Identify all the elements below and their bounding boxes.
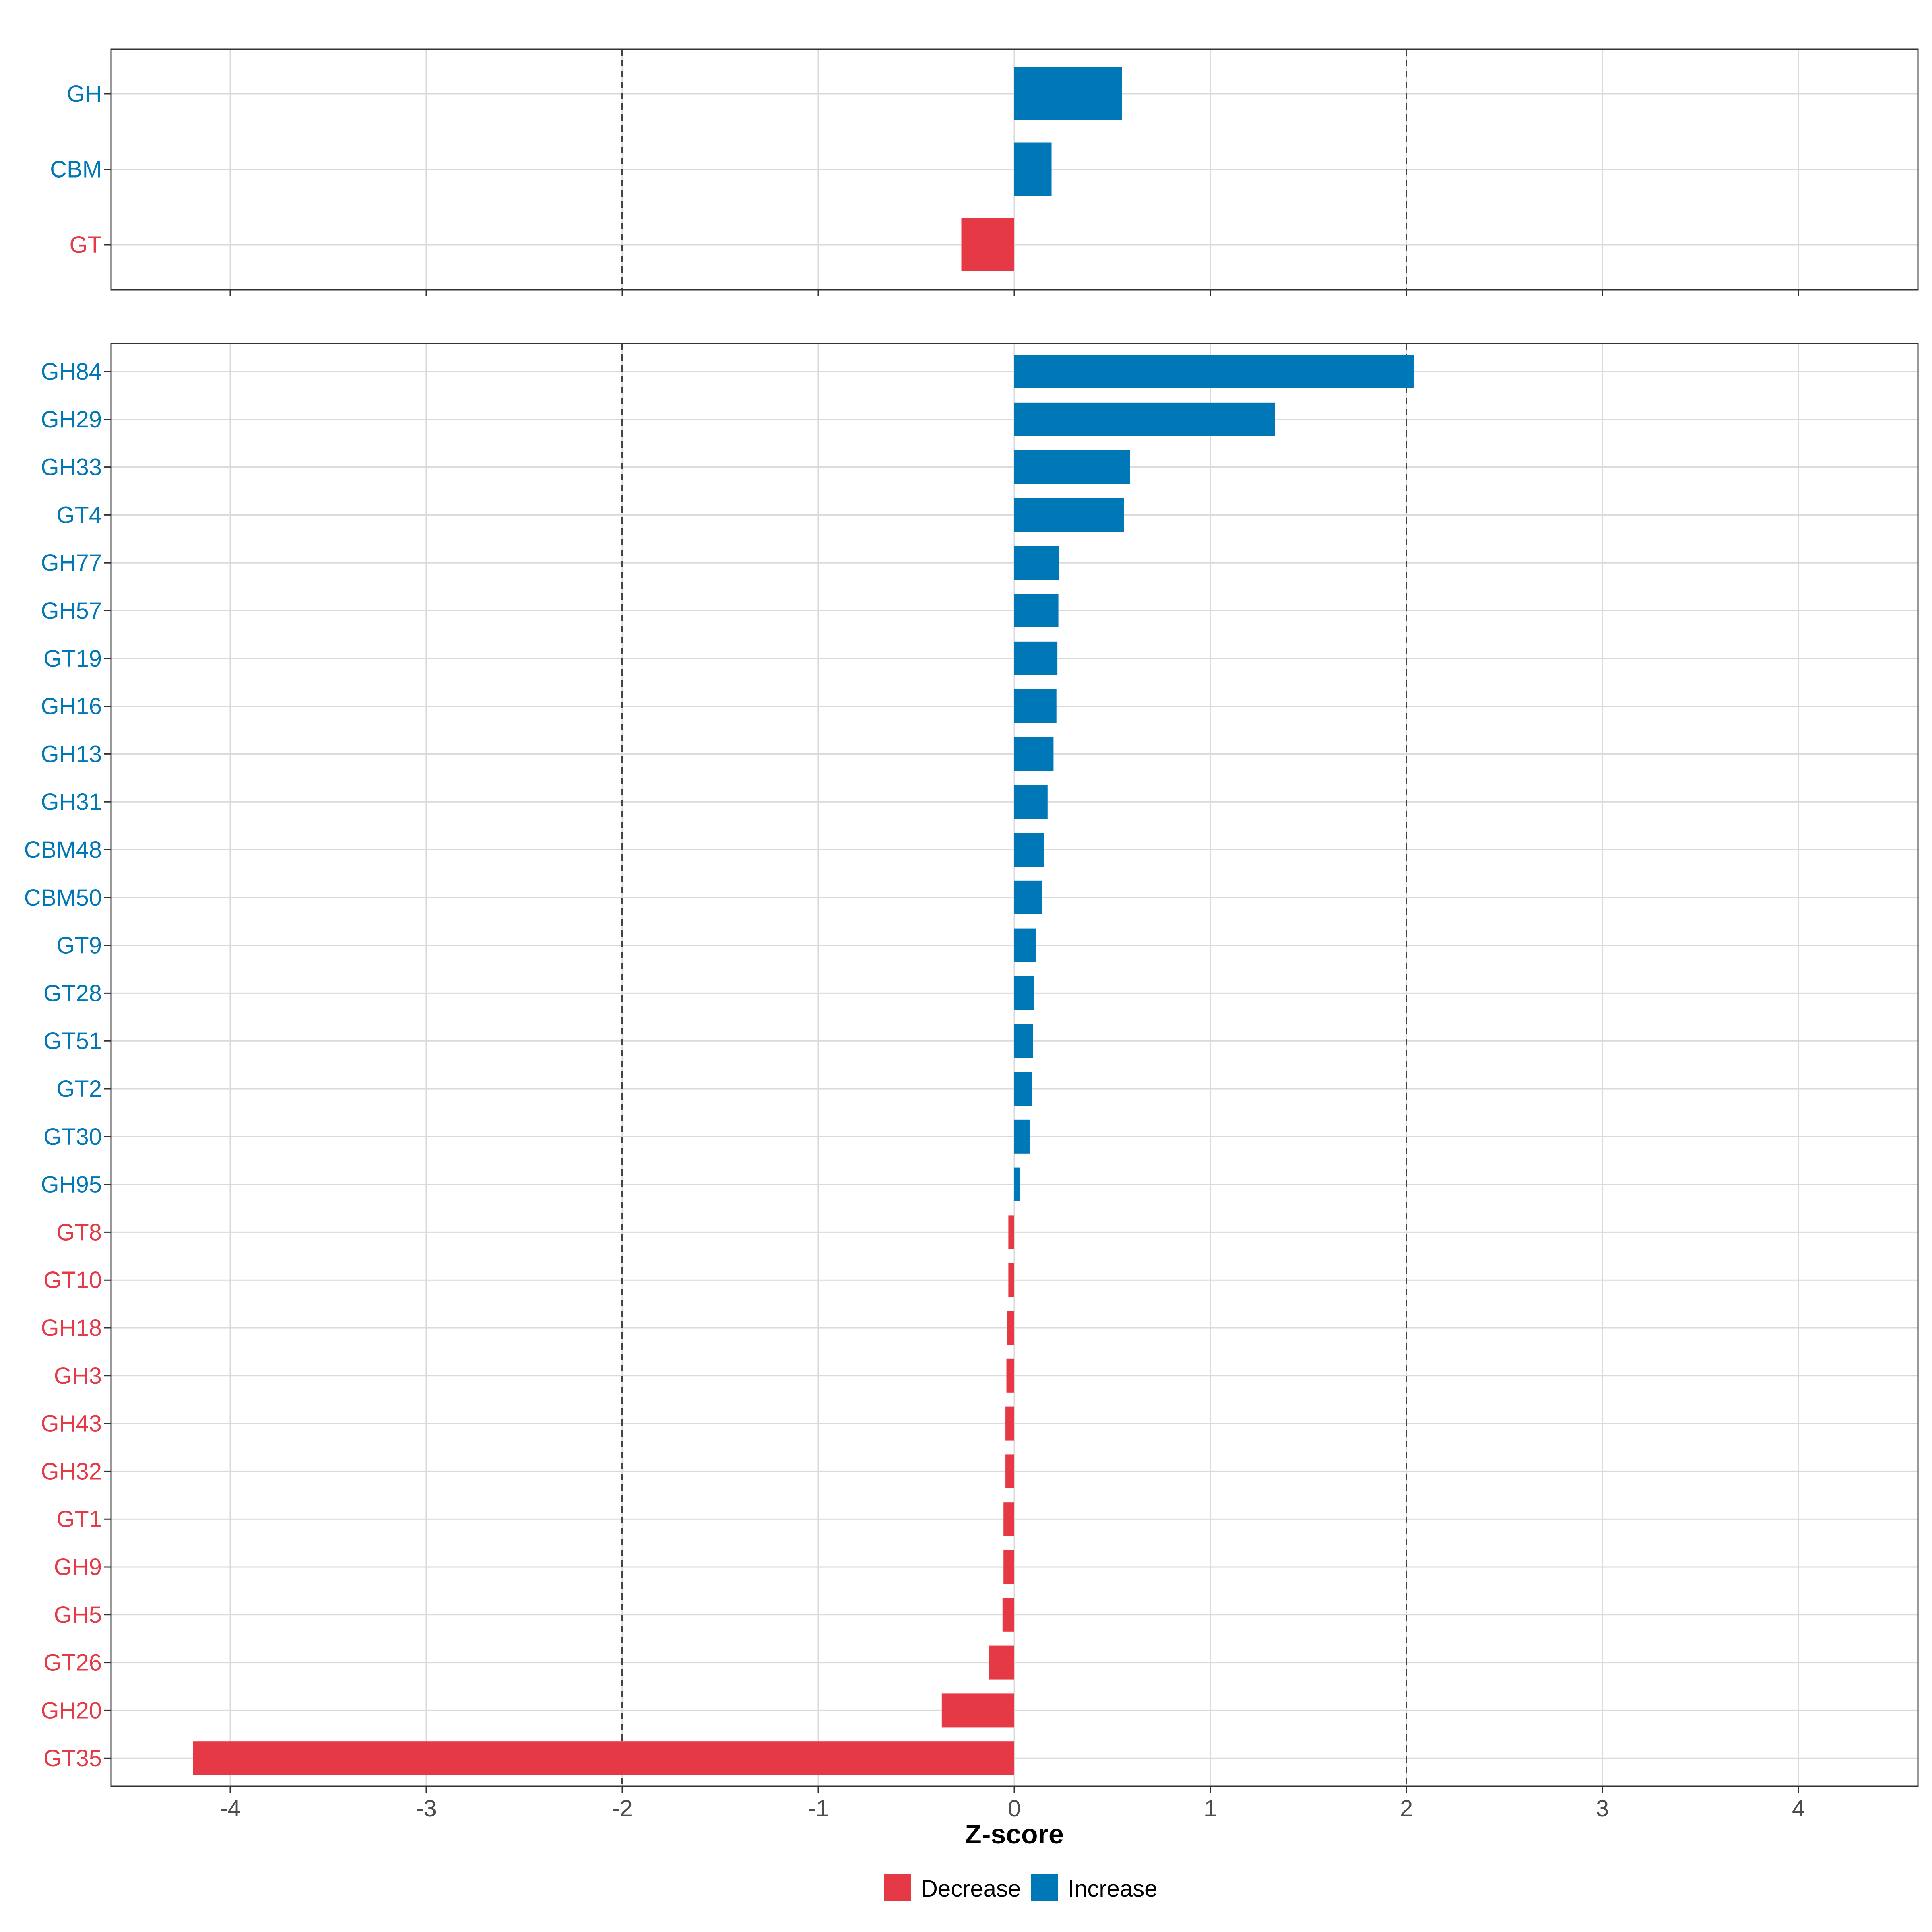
bar-gt4 xyxy=(1014,498,1124,532)
category-label-gh32: GH32 xyxy=(41,1458,102,1484)
category-label-cbm48: CBM48 xyxy=(24,837,102,863)
category-label-gt51: GT51 xyxy=(43,1028,102,1054)
bar-cbm50 xyxy=(1014,880,1042,914)
panel-border xyxy=(110,48,1919,291)
category-label-gh20: GH20 xyxy=(41,1697,102,1724)
legend-label-increase: Increase xyxy=(1068,1876,1157,1902)
legend-swatch-increase xyxy=(1031,1874,1058,1901)
bar-gt10 xyxy=(1008,1263,1014,1297)
category-label-gh3: GH3 xyxy=(54,1363,102,1389)
bar-gh77 xyxy=(1014,546,1060,580)
bar-gh29 xyxy=(1014,402,1275,436)
legend-swatch-decrease xyxy=(884,1874,911,1901)
category-label-gt1: GT1 xyxy=(56,1506,102,1532)
x-axis-title: Z-score xyxy=(965,1819,1064,1849)
category-label-gh: GH xyxy=(67,81,102,107)
category-label-gt4: GT4 xyxy=(56,502,102,528)
category-label-cbm: CBM xyxy=(50,157,102,183)
panel-family: GH84 GH29 GH33 GT4 GH77 GH57 GT19 GH16 GH13 GH31 C… xyxy=(24,343,1919,1793)
category-label-gh9: GH9 xyxy=(54,1554,102,1580)
legend-label-decrease: Decrease xyxy=(921,1876,1021,1902)
bar-gt2 xyxy=(1014,1072,1032,1106)
category-label-gh31: GH31 xyxy=(41,789,102,815)
bar-gh13 xyxy=(1014,737,1054,771)
category-label-gh77: GH77 xyxy=(41,550,102,576)
category-label-gh33: GH33 xyxy=(41,454,102,481)
category-label-gh29: GH29 xyxy=(41,407,102,433)
bar-cbm xyxy=(1014,142,1052,196)
legend: Decrease Increase xyxy=(884,1874,1157,1902)
category-label-gt2: GT2 xyxy=(56,1076,102,1102)
bar-gt26 xyxy=(989,1645,1014,1680)
bar-gt1 xyxy=(1003,1502,1014,1536)
category-label-gh16: GH16 xyxy=(41,694,102,720)
category-label-gh18: GH18 xyxy=(41,1315,102,1341)
x-tick-label: 2 xyxy=(1400,1796,1413,1822)
bar-gh16 xyxy=(1014,689,1057,723)
x-tick-label: 1 xyxy=(1204,1796,1217,1822)
category-label-gh84: GH84 xyxy=(41,359,102,385)
bar-gh84 xyxy=(1014,355,1414,388)
panel-border xyxy=(110,343,1919,1787)
bar-gt51 xyxy=(1014,1024,1033,1058)
category-label-gh13: GH13 xyxy=(41,741,102,767)
bar-gh95 xyxy=(1014,1167,1020,1201)
x-tick-label: -2 xyxy=(612,1796,633,1822)
x-tick-label: 4 xyxy=(1792,1796,1805,1822)
x-tick-label: 3 xyxy=(1596,1796,1609,1822)
category-label-cbm50: CBM50 xyxy=(24,885,102,911)
bar-gh9 xyxy=(1003,1550,1014,1584)
bar-gh31 xyxy=(1014,785,1048,819)
x-tick-label: 0 xyxy=(1008,1796,1021,1822)
bar-gt8 xyxy=(1008,1215,1014,1249)
category-label-gt28: GT28 xyxy=(43,980,102,1006)
category-label-gh95: GH95 xyxy=(41,1172,102,1198)
category-label-gt: GT xyxy=(69,232,102,258)
bar-gt30 xyxy=(1014,1119,1030,1154)
category-label-gt19: GT19 xyxy=(43,646,102,672)
bar-gt xyxy=(961,218,1014,271)
x-tick-label: -4 xyxy=(220,1796,241,1822)
category-label-gt30: GT30 xyxy=(43,1124,102,1150)
bar-gh33 xyxy=(1014,450,1130,484)
category-label-gt9: GT9 xyxy=(56,933,102,959)
bar-gt35 xyxy=(193,1741,1015,1775)
bar-gh3 xyxy=(1006,1358,1014,1393)
category-label-gh57: GH57 xyxy=(41,598,102,624)
bar-gh57 xyxy=(1014,594,1059,627)
bar-cbm48 xyxy=(1014,833,1044,867)
x-tick-label: -3 xyxy=(416,1796,437,1822)
category-label-gh43: GH43 xyxy=(41,1411,102,1437)
x-tick-label: -1 xyxy=(808,1796,829,1822)
bar-gh18 xyxy=(1007,1311,1014,1345)
category-label-gt35: GT35 xyxy=(43,1745,102,1771)
bar-gh43 xyxy=(1005,1406,1014,1441)
bar-gt28 xyxy=(1014,976,1034,1010)
bar-gh32 xyxy=(1005,1454,1014,1488)
bar-gh5 xyxy=(1002,1598,1014,1632)
category-label-gt8: GT8 xyxy=(56,1219,102,1245)
x-axis: -4 -3 -2 -1 0 1 2 3 4 xyxy=(220,1796,1805,1822)
category-label-gt26: GT26 xyxy=(43,1650,102,1676)
bar-gt19 xyxy=(1014,641,1058,675)
bar-gt9 xyxy=(1014,928,1036,962)
category-label-gh5: GH5 xyxy=(54,1602,102,1628)
category-label-gt10: GT10 xyxy=(43,1267,102,1293)
panel-class: GH CBM GT xyxy=(50,48,1919,296)
bar-gh20 xyxy=(941,1693,1014,1728)
bar-gh xyxy=(1014,67,1122,120)
